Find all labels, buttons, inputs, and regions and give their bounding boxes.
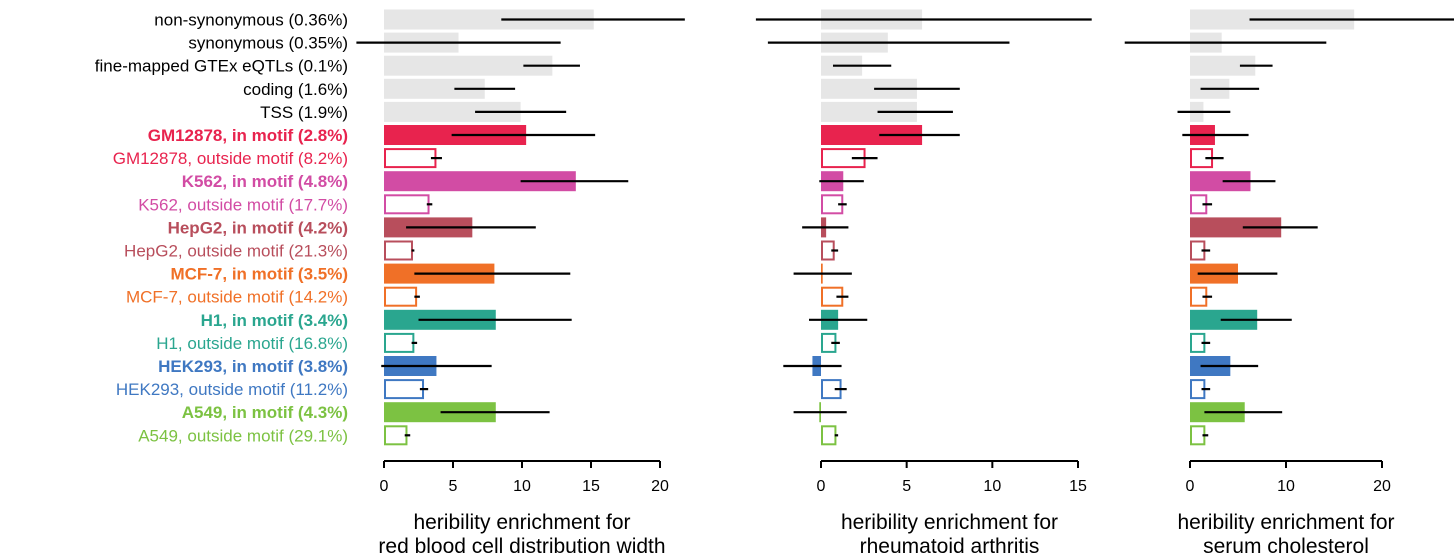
category-label: fine-mapped GTEx eQTLs (0.1%) [95,57,348,76]
bar [384,425,408,446]
tick-label: 15 [582,478,600,495]
category-label: non-synonymous (0.36%) [154,11,348,30]
category-label: coding (1.6%) [243,80,348,99]
tick-label: 0 [1186,478,1195,495]
category-label: K562, outside motif (17.7%) [138,195,348,214]
bar [384,9,594,30]
bar [384,402,496,423]
bar [1190,171,1251,192]
bar [384,101,521,122]
bar [384,55,553,76]
x-axis-title-line2: rheumatoid arthritis [860,535,1040,558]
tick-label: 20 [651,478,669,495]
bar [384,171,576,192]
bar [821,78,917,99]
tick-label: 0 [817,478,826,495]
tick-label: 0 [380,478,389,495]
bar [384,240,413,261]
category-label: HEK293, in motif (3.8%) [158,357,348,376]
category-label: GM12878, in motif (2.8%) [148,126,348,145]
x-axis-title-line2: serum cholesterol [1203,535,1369,558]
category-label: HEK293, outside motif (11.2%) [116,380,348,399]
bar [821,125,923,145]
tick-label: 5 [902,478,911,495]
x-axis-title-line1: heribility enrichment for [1177,511,1394,534]
x-axis-title-line2: red blood cell distribution width [378,535,665,558]
bar [384,332,415,353]
tick-label: 15 [1069,478,1087,495]
category-label: HepG2, in motif (4.2%) [168,218,348,237]
bar [384,286,418,307]
bar [821,101,917,122]
category-label: MCF-7, in motif (3.5%) [170,265,348,284]
tick-label: 10 [983,478,1001,495]
x-axis-title-line1: heribility enrichment for [413,511,630,534]
category-label: MCF-7, outside motif (14.2%) [126,288,348,307]
tick-label: 20 [1373,478,1391,495]
bar [384,194,430,215]
bar [384,78,485,99]
category-label: A549, outside motif (29.1%) [138,426,348,445]
tick-label: 5 [449,478,458,495]
category-label: synonymous (0.35%) [188,34,348,53]
bar [821,425,837,446]
bar [1190,217,1282,238]
tick-label: 10 [1277,478,1295,495]
category-label: A549, in motif (4.3%) [182,403,348,422]
bar [384,148,437,169]
tick-label: 10 [513,478,531,495]
category-label: GM12878, outside motif (8.2%) [113,149,348,168]
category-label: H1, in motif (3.4%) [201,311,348,330]
x-axis-title-line1: heribility enrichment for [841,511,1058,534]
bar [384,379,425,400]
category-label: H1, outside motif (16.8%) [156,334,348,353]
category-label: TSS (1.9%) [260,103,348,122]
category-label: K562, in motif (4.8%) [182,172,348,191]
bar [1190,55,1256,76]
bar [1190,425,1206,446]
category-label: HepG2, outside motif (21.3%) [124,242,348,261]
